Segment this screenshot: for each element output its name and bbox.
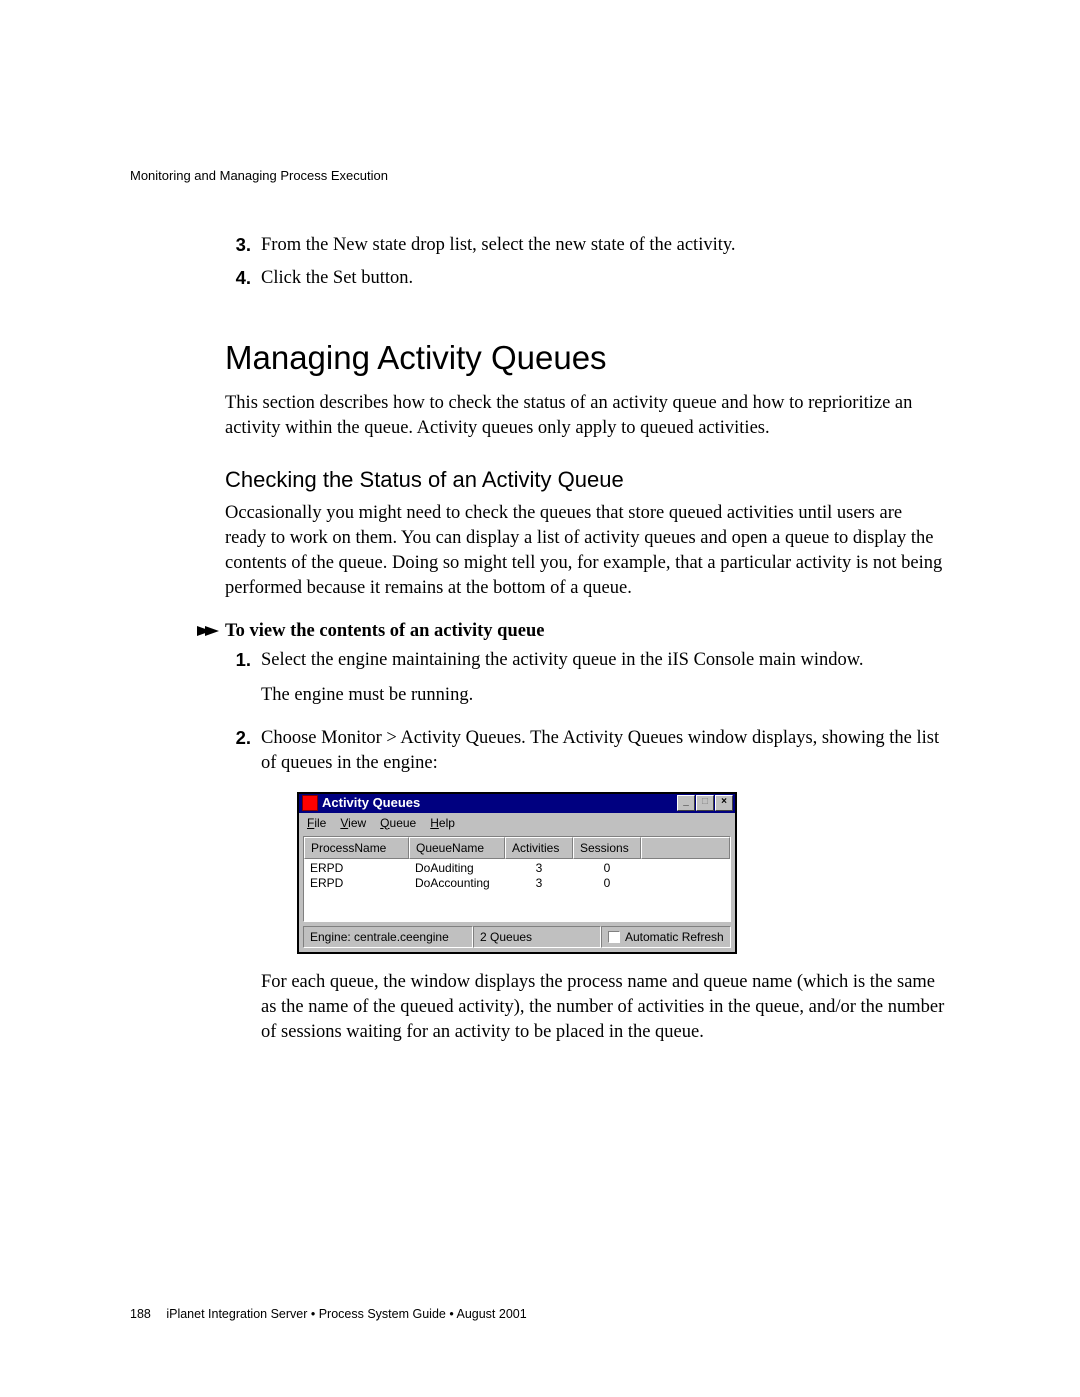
subsection-body: Occasionally you might need to check the… [225, 501, 945, 601]
col-queuename[interactable]: QueueName [409, 837, 505, 859]
page: Monitoring and Managing Process Executio… [0, 0, 1080, 1397]
section-intro: This section describes how to check the … [225, 391, 945, 441]
window-controls: _ □ × [677, 795, 733, 811]
step-followup-text: For each queue, the window displays the … [261, 970, 945, 1045]
menu-help[interactable]: Help [430, 815, 455, 831]
app-icon [302, 795, 318, 811]
activity-queues-window: Activity Queues _ □ × File View Queue He [297, 792, 737, 955]
status-bar: Engine: centrale.ceengine 2 Queues Autom… [303, 926, 731, 948]
step-text: From the New state drop list, select the… [261, 233, 945, 258]
list-item: 1. Select the engine maintaining the act… [225, 648, 945, 718]
cell-queue: DoAccounting [409, 876, 505, 891]
procedure-heading: To view the contents of an activity queu… [197, 621, 945, 642]
list-item: 2. Choose Monitor > Activity Queues. The… [225, 726, 945, 1055]
auto-refresh-checkbox[interactable] [608, 931, 620, 943]
table-body: ERPD DoAuditing 3 0 ERPD DoAccounting 3 [304, 859, 730, 921]
menu-bar: File View Queue Help [299, 813, 735, 834]
window-titlebar[interactable]: Activity Queues _ □ × [299, 794, 735, 813]
list-item: 4. Click the Set button. [225, 266, 945, 291]
step-body: Choose Monitor > Activity Queues. The Ac… [261, 726, 945, 1055]
cell-process: ERPD [304, 861, 409, 876]
page-footer: 188 iPlanet Integration Server • Process… [130, 1307, 527, 1321]
page-number: 188 [130, 1307, 151, 1321]
table-row[interactable]: ERPD DoAuditing 3 0 [304, 861, 730, 876]
running-head: Monitoring and Managing Process Executio… [130, 168, 950, 183]
step-text: Click the Set button. [261, 266, 945, 291]
footer-text: iPlanet Integration Server • Process Sys… [166, 1307, 526, 1321]
cell-sessions: 0 [573, 876, 641, 891]
cell-sessions: 0 [573, 861, 641, 876]
step-text: The engine must be running. [261, 683, 945, 708]
auto-refresh-label: Automatic Refresh [625, 929, 724, 945]
procedure-title: To view the contents of an activity queu… [225, 621, 544, 642]
step-number: 4. [225, 266, 251, 291]
section-heading: Managing Activity Queues [225, 339, 945, 377]
table-header: ProcessName QueueName Activities Session… [304, 837, 730, 859]
menu-file[interactable]: File [307, 815, 326, 831]
menu-view[interactable]: View [340, 815, 366, 831]
menu-queue[interactable]: Queue [380, 815, 416, 831]
minimize-button[interactable]: _ [677, 795, 695, 811]
step-text: Choose Monitor > Activity Queues. The Ac… [261, 726, 945, 776]
body-column: 3. From the New state drop list, select … [225, 233, 945, 1055]
step-number: 1. [225, 648, 251, 718]
step-number: 2. [225, 726, 251, 1055]
procedure-steps: 1. Select the engine maintaining the act… [225, 648, 945, 1055]
cell-activities: 3 [505, 861, 573, 876]
status-engine: Engine: centrale.ceengine [303, 926, 473, 948]
queue-table: ProcessName QueueName Activities Session… [303, 836, 731, 922]
auto-refresh[interactable]: Automatic Refresh [601, 926, 731, 948]
list-item: 3. From the New state drop list, select … [225, 233, 945, 258]
close-button[interactable]: × [715, 795, 733, 811]
arrow-icon [197, 624, 221, 638]
status-count: 2 Queues [473, 926, 601, 948]
col-processname[interactable]: ProcessName [304, 837, 409, 859]
step-text: Select the engine maintaining the activi… [261, 648, 945, 673]
cell-queue: DoAuditing [409, 861, 505, 876]
maximize-button[interactable]: □ [696, 795, 714, 811]
intro-steps: 3. From the New state drop list, select … [225, 233, 945, 291]
col-sessions[interactable]: Sessions [573, 837, 641, 859]
step-body: Select the engine maintaining the activi… [261, 648, 945, 718]
subsection-heading: Checking the Status of an Activity Queue [225, 467, 945, 493]
col-activities[interactable]: Activities [505, 837, 573, 859]
cell-activities: 3 [505, 876, 573, 891]
step-number: 3. [225, 233, 251, 258]
table-row[interactable]: ERPD DoAccounting 3 0 [304, 876, 730, 891]
cell-process: ERPD [304, 876, 409, 891]
col-spacer [641, 837, 730, 859]
window-title: Activity Queues [322, 794, 677, 812]
